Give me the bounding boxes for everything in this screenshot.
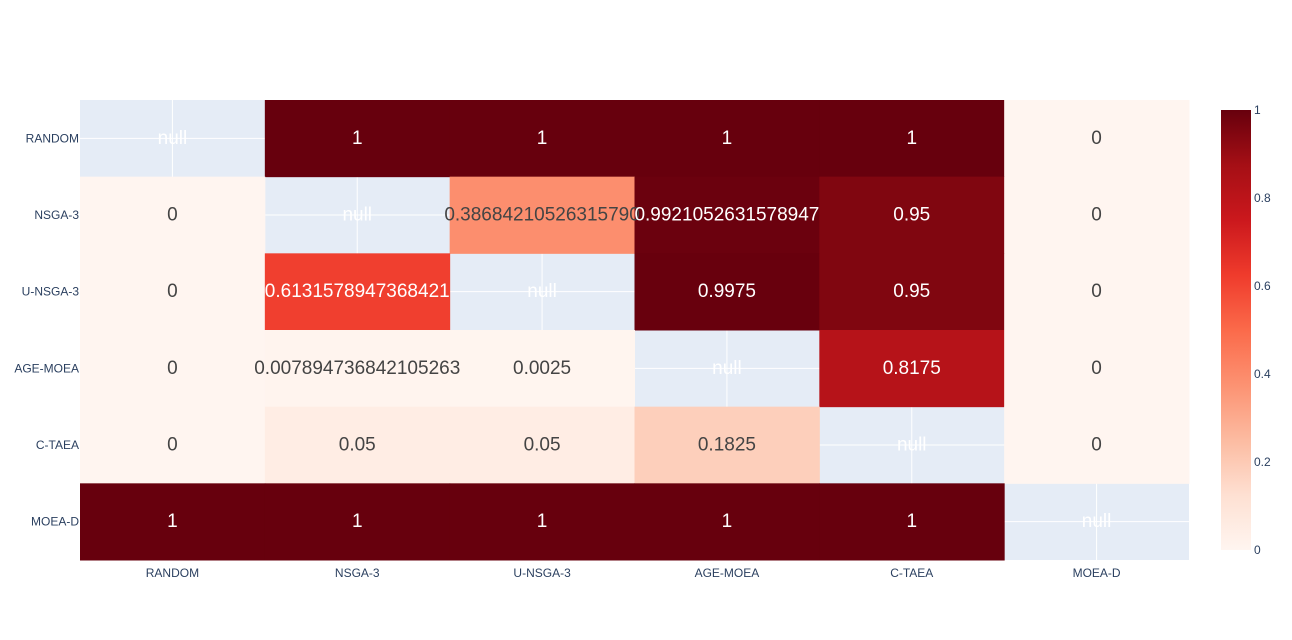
heatmap-cell (1004, 100, 1190, 178)
heatmap-cell (449, 100, 635, 178)
colorbar-tick-label: 1 (1254, 103, 1261, 117)
cell-label: 0.9975 (698, 281, 756, 302)
y-tick-label: C-TAEA (36, 438, 79, 452)
cell-label: 0 (1091, 205, 1102, 226)
heatmap-cell (80, 253, 266, 331)
cell-label: null (897, 435, 927, 456)
cell-label: 0.05 (524, 435, 561, 456)
colorbar-tick-label: 0.6 (1254, 279, 1271, 293)
x-tick-label: NSGA-3 (335, 566, 380, 580)
y-tick-label: AGE-MOEA (14, 361, 79, 375)
y-tick-label: MOEA-D (31, 515, 79, 529)
x-tick-label: U-NSGA-3 (513, 566, 571, 580)
cell-label: null (712, 358, 742, 379)
heatmap-cell (449, 176, 635, 254)
cell-label: null (342, 205, 372, 226)
heatmap-cell (80, 176, 266, 254)
cell-label: 1 (352, 511, 363, 532)
heatmap-cells (80, 100, 1190, 561)
cell-label: 0.8175 (883, 358, 941, 379)
cell-label: 0 (1091, 281, 1102, 302)
cell-label: 1 (722, 128, 733, 149)
x-tick-label: RANDOM (146, 566, 199, 580)
cell-label: 0.05 (339, 435, 376, 456)
cell-label: 0.38684210526315790 (444, 205, 639, 226)
cell-label: 1 (537, 128, 548, 149)
cell-label: 0.95 (893, 205, 930, 226)
cell-label: 0 (167, 358, 178, 379)
y-tick-label: RANDOM (26, 131, 79, 145)
heatmap-cell (449, 406, 635, 484)
heatmap-cell (1004, 176, 1190, 254)
cell-label: 0 (1091, 435, 1102, 456)
heatmap-cell (80, 406, 266, 484)
cell-label: null (527, 281, 557, 302)
cell-label: 0.1825 (698, 435, 756, 456)
heatmap-cell (634, 253, 820, 331)
cell-label: 1 (352, 128, 363, 149)
heatmap-cell (819, 100, 1005, 178)
heatmap-cell (819, 483, 1005, 561)
cell-label: null (158, 128, 188, 149)
colorbar: 0 0.2 0.4 0.6 0.8 1 (1221, 103, 1271, 557)
heatmap-cell (634, 100, 820, 178)
y-tick-label: U-NSGA-3 (22, 285, 80, 299)
cell-label: 1 (722, 511, 733, 532)
cell-label: 0 (1091, 128, 1102, 149)
heatmap-cell (264, 100, 451, 178)
heatmap-cell (1004, 330, 1190, 408)
heatmap-cell (449, 483, 635, 561)
cell-label: 0 (167, 205, 178, 226)
colorbar-gradient (1221, 110, 1251, 550)
cell-label: 1 (906, 511, 917, 532)
heatmap-cell (1004, 406, 1190, 484)
colorbar-tick-label: 0.2 (1254, 455, 1271, 469)
cell-label: 0 (167, 281, 178, 302)
y-tick-label: NSGA-3 (34, 208, 79, 222)
heatmap-cell (819, 176, 1005, 254)
colorbar-tick-label: 0.4 (1254, 367, 1271, 381)
cell-label: 0.007894736842105263 (254, 358, 460, 379)
heatmap-cell (264, 406, 451, 484)
cell-label: 1 (537, 511, 548, 532)
cell-label: 0.0025 (513, 358, 571, 379)
x-tick-label: MOEA-D (1073, 566, 1121, 580)
heatmap-cell (80, 330, 266, 408)
cell-label: 1 (906, 128, 917, 149)
heatmap-cell (819, 253, 1005, 331)
cell-label: 0.9921052631578947 (634, 205, 819, 226)
cell-label: 1 (167, 511, 178, 532)
colorbar-tick-label: 0.8 (1254, 191, 1271, 205)
heatmap-cell (264, 330, 451, 408)
heatmap-cell (1004, 253, 1190, 331)
x-tick-label: AGE-MOEA (695, 566, 760, 580)
cell-label: 0 (167, 435, 178, 456)
heatmap-cell (264, 253, 451, 331)
heatmap-cell (264, 483, 451, 561)
x-axis-ticks: RANDOM NSGA-3 U-NSGA-3 AGE-MOEA C-TAEA MOEA-D (146, 566, 1121, 580)
cell-label: 0.6131578947368421 (265, 281, 450, 302)
cell-label: 0.95 (893, 281, 930, 302)
heatmap-cell (634, 176, 820, 254)
heatmap-cell (634, 483, 820, 561)
heatmap-cell (449, 330, 635, 408)
heatmap-cell (80, 483, 266, 561)
cell-label: 0 (1091, 358, 1102, 379)
cell-labels: null 1 1 1 1 0 0 null 0.386842105263157900.99210… (158, 128, 1112, 532)
x-tick-label: C-TAEA (890, 566, 933, 580)
colorbar-tick-label: 0 (1254, 543, 1261, 557)
heatmap-cell (819, 330, 1005, 408)
cell-label: null (1082, 511, 1112, 532)
heatmap-cell (634, 406, 820, 484)
y-axis-ticks: RANDOM NSGA-3 U-NSGA-3 AGE-MOEA C-TAEA MOEA-D (14, 131, 79, 528)
